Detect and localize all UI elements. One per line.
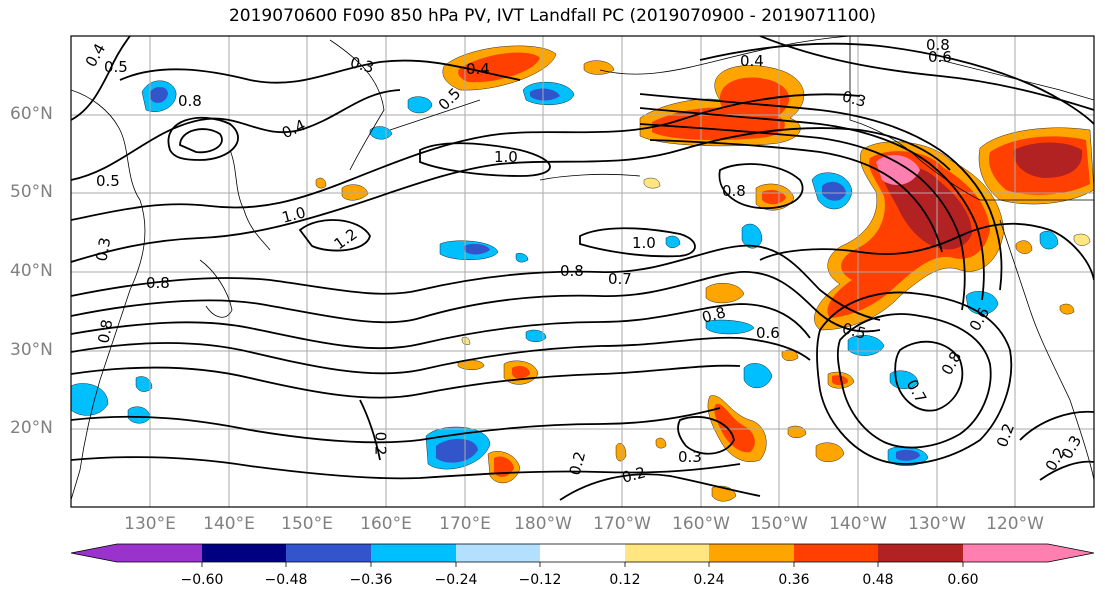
contour-label: 0.4: [740, 52, 764, 70]
contour-label: 0.8: [178, 92, 202, 110]
colorbar-tick-label: 0.36: [778, 572, 810, 588]
lat-label: 20°N: [10, 418, 53, 438]
colorbar-tick-label: 0.60: [947, 572, 979, 588]
lat-label: 40°N: [10, 261, 53, 281]
contour-label: 0.3: [678, 448, 702, 466]
contour-label: 0.6: [928, 48, 952, 66]
contour-label: 0.7: [608, 270, 632, 288]
lon-label: 120°W: [986, 514, 1044, 534]
lon-label: 130°W: [908, 514, 966, 534]
contour-label: 0.5: [96, 172, 120, 190]
lat-label: 50°N: [10, 182, 53, 202]
lon-label: 160°W: [672, 514, 730, 534]
lon-label: 140°W: [829, 514, 887, 534]
contour-label: 0.3: [92, 236, 115, 263]
lon-label: 160°E: [360, 514, 412, 534]
contour-label: 0.8: [722, 182, 746, 200]
map-title: 2019070600 F090 850 hPa PV, IVT Landfall…: [228, 6, 876, 26]
colorbar-tick-label: −0.48: [264, 572, 308, 588]
contour-label: 0.5: [104, 58, 128, 76]
contour-label: 0.8: [146, 274, 170, 292]
colorbar-tick-label: −0.12: [518, 572, 562, 588]
colorbar-tick-label: 0.24: [693, 572, 725, 588]
colorbar-tick-label: −0.60: [180, 572, 224, 588]
contour-label: 0.8: [560, 262, 584, 280]
lon-label: 170°E: [439, 514, 491, 534]
lon-label: 130°E: [124, 514, 176, 534]
lat-label: 30°N: [10, 340, 53, 360]
colorbar-tick-label: 0.12: [609, 572, 641, 588]
colorbar-tick-label: −0.36: [349, 572, 393, 588]
contour-label: 0.2: [371, 431, 390, 456]
contour-label: 1.0: [632, 234, 656, 252]
lon-label: 170°W: [593, 514, 651, 534]
lon-label: 140°E: [203, 514, 255, 534]
contour-label: 0.6: [756, 324, 780, 342]
colorbar-tick-label: 0.48: [862, 572, 894, 588]
lon-label: 150°W: [750, 514, 808, 534]
lon-label: 180°W: [514, 514, 572, 534]
contour-label: 1.0: [494, 148, 518, 166]
contour-label: 0.8: [94, 318, 117, 345]
contour-label: 0.4: [466, 60, 490, 78]
lon-label: 150°E: [281, 514, 333, 534]
colorbar-tick-label: −0.24: [434, 572, 478, 588]
lat-label: 60°N: [10, 104, 53, 124]
